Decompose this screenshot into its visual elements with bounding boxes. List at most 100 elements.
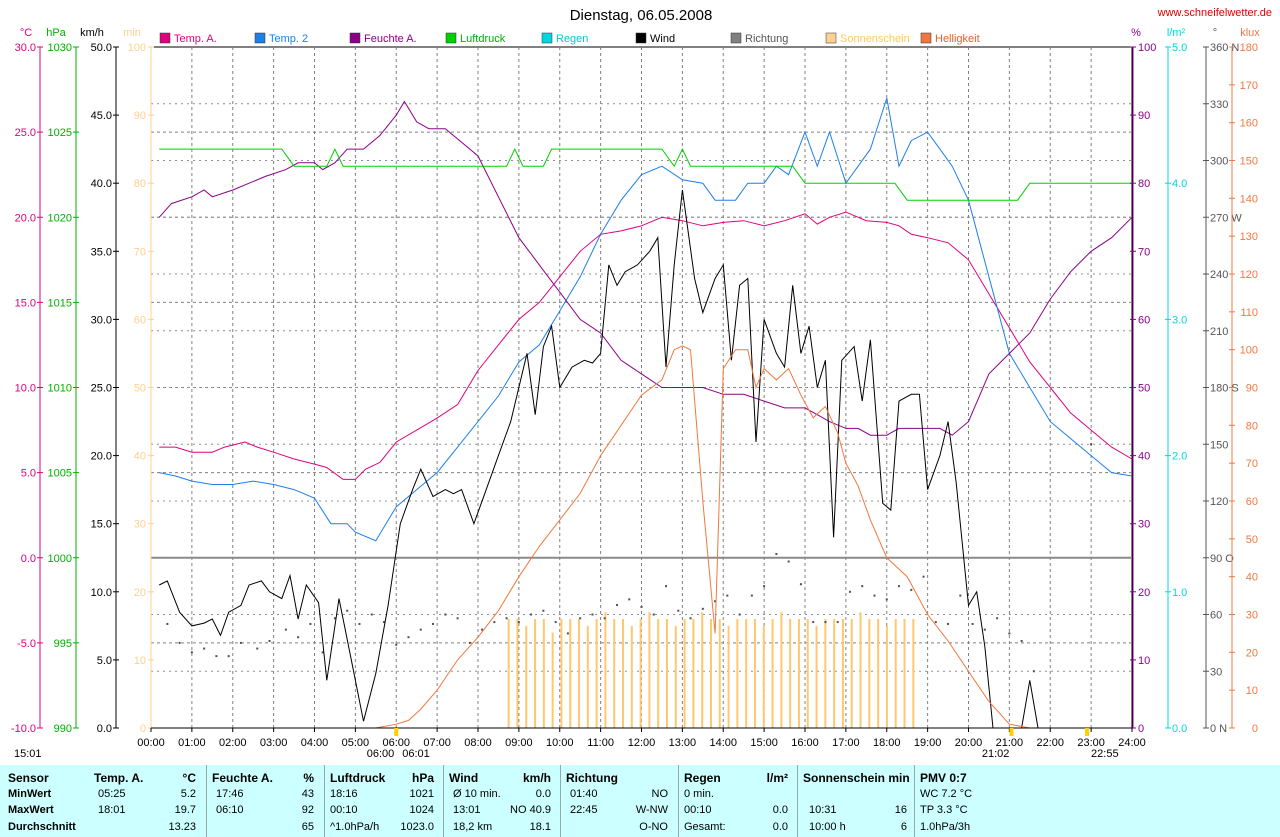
stats-value: NO 40.9 [510,804,551,816]
pressure-axis-label: 1030 [48,42,72,54]
direction-dot [726,594,729,597]
stats-time: 18:01 [98,804,126,816]
humidity-axis-label: 60 [1138,314,1150,326]
humidity-axis-label: 40 [1138,451,1150,463]
wind-axis-label: 50.0 [91,42,112,54]
light-axis-label: 140 [1240,193,1258,205]
light-axis-label: 100 [1240,345,1258,357]
direction-dot [554,621,557,624]
x-tick-label: 13:00 [669,737,697,749]
divider [443,765,444,837]
humidity-axis-label: 80 [1138,178,1150,190]
x-tick-label: 20:00 [955,737,983,749]
light-axis-label: 40 [1246,572,1258,584]
direction-axis-label: 210 [1210,326,1228,338]
stats-value: 13.23 [168,821,196,833]
axis-unit: % [1131,27,1141,39]
pressure-axis-label: 1020 [48,212,72,224]
stats-time: 05:25 [98,788,126,800]
pressure-axis-label: 990 [54,723,72,735]
sun-axis-label: 90 [134,110,146,122]
light-axis-label: 30 [1246,610,1258,622]
direction-dot [419,628,422,631]
direction-axis-label: 240 [1210,269,1228,281]
stats-value: 6 [900,821,907,833]
wind-axis-label: 0.0 [97,723,112,735]
direction-dot [268,639,271,642]
direction-dot [799,583,802,586]
direction-dot [1008,632,1011,635]
wind-axis-label: 5.0 [97,655,112,667]
x-tick-label: 16:00 [791,737,819,749]
axes-ticks: 30.025.020.015.010.05.00.0-5.0-10.010301… [11,27,1260,760]
x-tick-label: 00:00 [137,737,165,749]
direction-dot [787,560,790,563]
stats-time: 06:10 [216,804,244,816]
stats-temp: Temp. A. °C 05:25 5.2 18:01 19.7 13.23 [90,765,202,837]
humidity-axis-label: 50 [1138,383,1150,395]
stats-value: 1023.0 [400,821,434,833]
direction-dot [615,604,618,607]
direction-dot [456,617,459,620]
legend-swatch [920,32,932,44]
axis-unit: l/m² [1167,27,1186,39]
direction-axis-label: 180 S [1210,383,1239,395]
x-tick-label: 23:00 [1077,737,1105,749]
x-tick-label: 12:00 [628,737,656,749]
stats-unit: hPa [411,771,434,785]
stats-header: Regen [684,771,721,785]
sun-axis-label: 10 [134,655,146,667]
sun-axis-label: 40 [134,451,146,463]
legend: Temp. A. Temp. 2 Feuchte A. Luftdruck Regen W… [159,32,980,45]
stats-header: Sensor [8,771,49,785]
direction-dot [346,609,349,612]
humidity-axis-label: 90 [1138,110,1150,122]
x-tick-label: 14:00 [709,737,737,749]
direction-dot [910,588,913,591]
stats-header: Temp. A. [94,771,144,785]
light-axis-label: 0 [1252,723,1258,735]
pressure-axis-label: 1015 [48,297,72,309]
website-link[interactable]: www.schneifelwetter.de [1157,7,1272,19]
statistics-panel: Sensor MinWert MaxWert Durchschnitt Temp. A.… [0,765,1280,837]
direction-dot [468,641,471,644]
direction-dot [1090,443,1093,446]
direction-axis-label: 0 N [1210,723,1227,735]
direction-dot [505,617,508,620]
stats-value: 1021 [409,788,434,800]
divider [324,765,325,837]
stats-header: Sonnenschein min [803,771,910,785]
series-lines [158,97,1133,729]
stats-time: 10:31 [809,804,837,816]
sun-marker [1009,728,1014,736]
rain-axis-label: 3.0 [1172,314,1187,326]
direction-dot [579,617,582,620]
stats-header: Luftdruck [330,771,386,785]
legend-swatch [445,32,457,44]
direction-axis-label: 270 W [1210,212,1242,224]
stats-sunshine: Sonnenschein min 10:31 16 10:00 h 6 [799,765,913,837]
weather-chart: 30.025.020.015.010.05.00.0-5.0-10.010301… [11,7,1272,760]
stats-value: 1024 [409,804,434,816]
x-tick-label: 02:00 [219,737,247,749]
sun-axis-label: 60 [134,314,146,326]
wind-axis-label: 20.0 [91,451,112,463]
pressure-axis-label: 1000 [48,553,72,565]
direction-dot [370,613,373,616]
light-axis-label: 130 [1240,231,1258,243]
divider [560,765,561,837]
direction-dot [542,609,545,612]
stats-time: 10:00 h [809,821,846,833]
stats-time: 17:46 [216,788,244,800]
direction-dot [407,636,410,639]
stats-value: 0.0 [535,788,551,800]
stats-value: TP 3.3 °C [920,804,968,816]
stats-value: 0.0 [772,804,788,816]
stats-rain: Regen l/m² 0 min. 00:10 0.0 Gesamt: 0.0 [680,765,794,837]
stats-pmv: PMV 0:7 WC 7.2 °C TP 3.3 °C 1.0hPa/3h [916,765,1036,837]
stats-header: Richtung [566,771,618,785]
legend-label: Richtung [745,33,788,45]
sun-axis-label: 50 [134,383,146,395]
direction-dot [395,643,398,646]
direction-dot [227,655,230,658]
